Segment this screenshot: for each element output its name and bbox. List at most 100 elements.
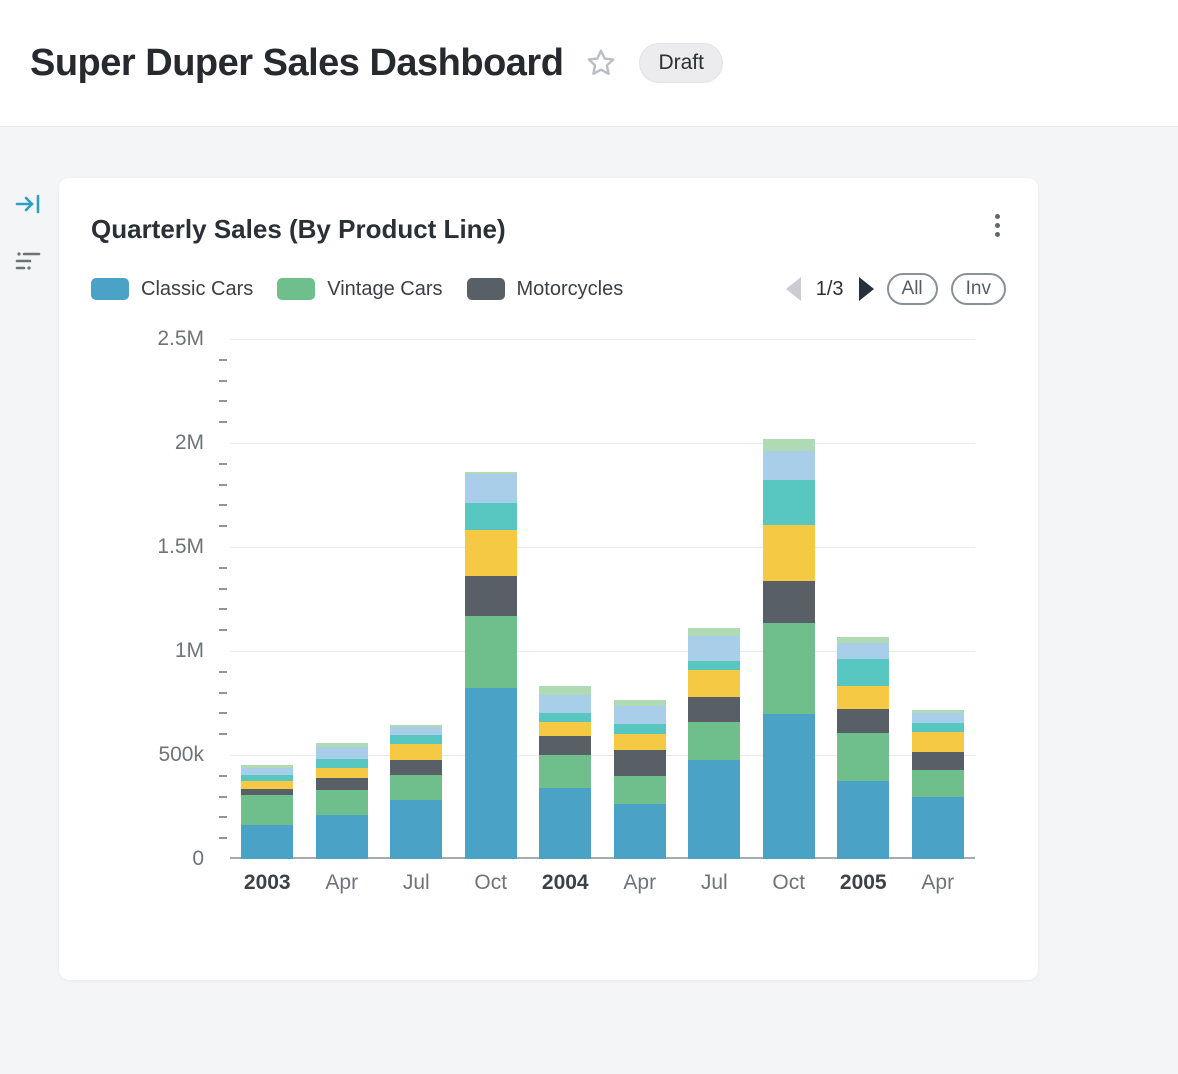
bar-segment-motorcycles[interactable]	[762, 581, 815, 623]
bar-segment-vintage-cars[interactable]	[464, 615, 517, 689]
bar-segment-series-4[interactable]	[390, 743, 443, 761]
bar-segment-classic-cars[interactable]	[613, 803, 666, 859]
bar-segment-series-6[interactable]	[315, 746, 368, 760]
legend-item-motorcycles[interactable]: Motorcycles	[466, 278, 623, 301]
favorite-star-icon[interactable]	[585, 47, 617, 79]
bar-segment-classic-cars[interactable]	[688, 760, 741, 859]
bar-segment-vintage-cars[interactable]	[762, 622, 815, 715]
bar-segment-vintage-cars[interactable]	[688, 721, 741, 761]
bar-segment-series-4[interactable]	[464, 530, 517, 577]
bar-segment-series-4[interactable]	[762, 525, 815, 582]
bar-segment-motorcycles[interactable]	[613, 749, 666, 776]
bar-segment-series-4[interactable]	[539, 721, 592, 737]
bar-segment-motorcycles[interactable]	[837, 709, 890, 734]
bar-segment-series-5[interactable]	[688, 661, 741, 670]
y-axis-minor-tick	[219, 816, 227, 819]
y-axis-labels: 0 500k 1M 1.5M 2M 2.5M	[91, 327, 204, 870]
bar-segment-motorcycles[interactable]	[539, 736, 592, 756]
kebab-menu-button[interactable]	[989, 206, 1006, 245]
all-button[interactable]: All	[886, 273, 938, 305]
bar-apr-1[interactable]	[315, 742, 368, 859]
bar-segment-classic-cars[interactable]	[390, 799, 443, 859]
bar-segment-series-5[interactable]	[911, 722, 964, 733]
legend-prev-button[interactable]	[785, 277, 801, 301]
bar-segment-vintage-cars[interactable]	[911, 769, 964, 797]
gridline	[230, 547, 975, 548]
bar-segment-vintage-cars[interactable]	[539, 755, 592, 789]
bar-segment-classic-cars[interactable]	[464, 688, 517, 859]
bar-segment-series-7[interactable]	[464, 472, 517, 475]
bar-apr-9[interactable]	[911, 710, 964, 859]
gridline	[230, 339, 975, 340]
bar-segment-series-6[interactable]	[390, 726, 443, 736]
bar-segment-series-5[interactable]	[315, 759, 368, 768]
bar-segment-motorcycles[interactable]	[911, 751, 964, 770]
bar-segment-series-6[interactable]	[613, 706, 666, 724]
bar-segment-vintage-cars[interactable]	[390, 774, 443, 800]
bar-segment-series-5[interactable]	[390, 735, 443, 744]
y-axis-minor-tick	[219, 504, 227, 507]
filter-icon[interactable]	[14, 246, 42, 274]
bar-segment-series-6[interactable]	[688, 636, 741, 662]
bar-segment-series-6[interactable]	[241, 767, 294, 775]
bar-segment-series-4[interactable]	[241, 781, 294, 790]
bar-segment-series-6[interactable]	[762, 451, 815, 481]
bar-segment-series-7[interactable]	[315, 742, 368, 747]
bar-segment-classic-cars[interactable]	[539, 788, 592, 859]
bar-jul-2[interactable]	[390, 724, 443, 859]
bar-segment-series-7[interactable]	[837, 636, 890, 643]
bar-segment-series-6[interactable]	[911, 713, 964, 723]
bar-segment-series-6[interactable]	[837, 642, 890, 660]
bar-oct-3[interactable]	[464, 472, 517, 859]
page-header: Super Duper Sales Dashboard Draft	[0, 0, 1178, 127]
bar-segment-series-7[interactable]	[241, 765, 294, 768]
bar-oct-7[interactable]	[762, 438, 815, 859]
bar-segment-series-7[interactable]	[688, 628, 741, 637]
inv-button[interactable]: Inv	[950, 273, 1006, 305]
bar-2003-0[interactable]	[241, 765, 294, 859]
bar-segment-series-7[interactable]	[762, 438, 815, 452]
bar-segment-classic-cars[interactable]	[837, 781, 890, 859]
bar-segment-motorcycles[interactable]	[390, 760, 443, 775]
legend-label: Vintage Cars	[327, 277, 443, 300]
bar-segment-series-7[interactable]	[539, 686, 592, 695]
legend-item-vintage-cars[interactable]: Vintage Cars	[277, 277, 443, 301]
bar-segment-series-4[interactable]	[688, 669, 741, 697]
y-axis-minor-tick	[219, 525, 227, 528]
bar-jul-6[interactable]	[688, 628, 741, 859]
bar-segment-motorcycles[interactable]	[315, 777, 368, 791]
legend-next-button[interactable]	[858, 277, 874, 301]
legend-item-classic-cars[interactable]: Classic Cars	[91, 278, 253, 301]
bar-segment-series-6[interactable]	[539, 694, 592, 714]
bar-segment-series-5[interactable]	[464, 503, 517, 531]
bar-segment-series-4[interactable]	[911, 732, 964, 752]
bar-segment-series-6[interactable]	[464, 474, 517, 504]
bar-segment-series-7[interactable]	[911, 710, 964, 714]
bar-2005-8[interactable]	[837, 636, 890, 859]
bar-segment-series-5[interactable]	[539, 713, 592, 722]
bar-2004-4[interactable]	[539, 686, 592, 859]
bar-segment-motorcycles[interactable]	[241, 789, 294, 795]
collapse-panel-icon[interactable]	[14, 190, 42, 218]
bar-segment-series-5[interactable]	[613, 723, 666, 735]
bar-segment-series-5[interactable]	[762, 480, 815, 526]
bar-apr-5[interactable]	[613, 699, 666, 859]
bar-segment-vintage-cars[interactable]	[837, 733, 890, 781]
bar-segment-motorcycles[interactable]	[464, 576, 517, 616]
bar-segment-series-4[interactable]	[315, 767, 368, 778]
bar-segment-motorcycles[interactable]	[688, 696, 741, 722]
bar-segment-classic-cars[interactable]	[911, 796, 964, 859]
bar-segment-series-7[interactable]	[390, 724, 443, 727]
bar-segment-classic-cars[interactable]	[241, 824, 294, 859]
bar-segment-series-4[interactable]	[837, 686, 890, 710]
bar-segment-classic-cars[interactable]	[315, 815, 368, 859]
bar-segment-series-5[interactable]	[241, 774, 294, 782]
bar-segment-vintage-cars[interactable]	[241, 794, 294, 825]
bar-segment-vintage-cars[interactable]	[613, 775, 666, 804]
y-axis-minor-tick	[219, 712, 227, 715]
bar-segment-series-4[interactable]	[613, 734, 666, 750]
bar-segment-series-5[interactable]	[837, 659, 890, 687]
bar-segment-vintage-cars[interactable]	[315, 790, 368, 816]
bar-segment-series-7[interactable]	[613, 699, 666, 707]
bar-segment-classic-cars[interactable]	[762, 714, 815, 859]
